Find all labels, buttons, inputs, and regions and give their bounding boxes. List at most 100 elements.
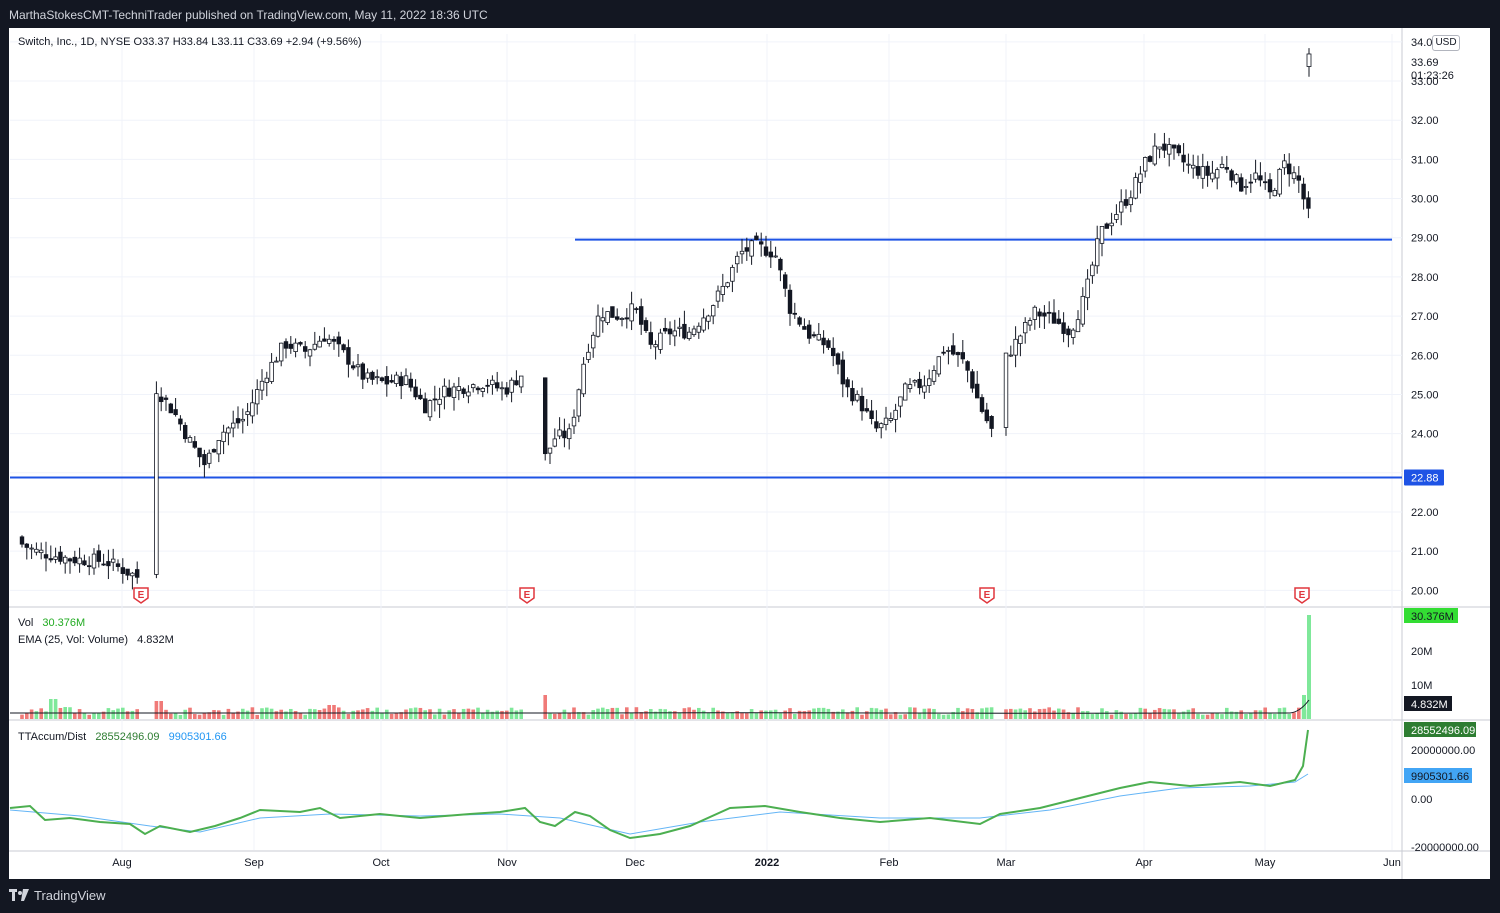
ema-label[interactable]: EMA (25, Vol: Volume) xyxy=(18,634,129,646)
candle-body xyxy=(130,572,135,577)
candle-body xyxy=(586,351,591,360)
candle-body xyxy=(845,379,850,388)
candle-body xyxy=(1253,172,1258,180)
volume-bar xyxy=(481,712,485,719)
candle-body xyxy=(874,421,879,429)
volume-bar xyxy=(903,714,907,719)
y-tick-label: 32.00 xyxy=(1411,115,1439,127)
candle-body xyxy=(624,317,629,320)
candle-body xyxy=(264,377,269,383)
volume-bar xyxy=(1167,709,1171,719)
candle-body xyxy=(696,325,701,333)
volume-bar xyxy=(941,714,946,719)
volume-bar xyxy=(370,710,375,719)
volume-bar xyxy=(802,711,807,719)
volume-bar xyxy=(543,695,547,719)
volume-bar xyxy=(980,708,984,719)
volume-bar xyxy=(514,710,519,719)
candle-body xyxy=(1267,179,1273,193)
candle-body xyxy=(629,303,634,322)
volume-bar xyxy=(769,710,773,719)
candle-body xyxy=(1104,223,1109,229)
volume-bar xyxy=(740,712,744,719)
volume-bar xyxy=(20,714,24,719)
volume-bar xyxy=(404,709,408,719)
volume-bar xyxy=(1037,709,1042,719)
volume-bar xyxy=(351,710,355,719)
volume-bar xyxy=(649,709,653,719)
volume-bar xyxy=(226,708,231,719)
candle-body xyxy=(19,536,25,545)
candle-body xyxy=(91,553,97,569)
candle-body xyxy=(898,396,903,407)
y-tick-label: 22.00 xyxy=(1411,507,1439,519)
volume-bar xyxy=(725,712,730,719)
candle-body xyxy=(519,375,524,388)
candle-body xyxy=(1215,169,1220,179)
candle-body xyxy=(567,428,572,440)
volume-bar xyxy=(437,708,442,719)
volume-bar xyxy=(874,708,879,719)
low-value: L33.11 xyxy=(211,36,245,48)
volume-bar xyxy=(553,713,557,719)
candle-body xyxy=(783,274,788,289)
volume-bar xyxy=(697,707,701,719)
volume-bar xyxy=(759,710,763,719)
accum-dist-line xyxy=(9,729,1309,840)
candle-body xyxy=(1205,165,1210,176)
candle-body xyxy=(1056,318,1061,324)
earnings-marker-label: E xyxy=(138,590,145,601)
vol-label[interactable]: Vol xyxy=(18,617,34,629)
volume-bar xyxy=(29,709,34,719)
volume-bar xyxy=(1153,709,1157,719)
candle-body xyxy=(1224,167,1229,170)
candle-body xyxy=(691,328,697,336)
volume-bar xyxy=(701,710,706,719)
candle-body xyxy=(811,334,817,337)
volume-bar xyxy=(1210,713,1215,719)
volume-bar xyxy=(735,711,739,719)
candle-body xyxy=(1128,197,1133,206)
volume-bar xyxy=(332,705,336,719)
candle-body xyxy=(1248,181,1253,184)
volume-bar xyxy=(130,710,135,719)
volume-bar xyxy=(1057,708,1061,719)
volume-bar xyxy=(869,707,874,719)
volume-bar xyxy=(884,708,888,719)
volume-bar xyxy=(1071,712,1075,719)
volume-bar xyxy=(1124,713,1128,719)
volume-bar xyxy=(898,714,903,719)
candle-body xyxy=(154,393,159,575)
candle-body xyxy=(101,563,106,566)
indicator-name[interactable]: TTAccum/Dist xyxy=(18,731,87,743)
candle-body xyxy=(1032,306,1037,320)
volume-bar xyxy=(850,710,855,719)
earnings-marker-icon xyxy=(979,587,995,604)
currency-button[interactable]: USD xyxy=(1432,35,1460,51)
volume-bar xyxy=(260,708,264,719)
price-legend: Switch, Inc., 1D, NYSE O33.37 H33.84 L33… xyxy=(18,36,362,48)
volume-bar xyxy=(313,709,317,719)
volume-bar xyxy=(1268,712,1272,719)
countdown-label: 01:23:26 xyxy=(1411,70,1454,82)
volume-bar xyxy=(255,714,259,719)
volume-bar xyxy=(821,707,826,719)
volume-bar xyxy=(279,709,283,719)
indicator-tick-label: 20000000.00 xyxy=(1411,745,1475,757)
volume-bar xyxy=(1085,710,1090,719)
candle-body xyxy=(211,449,217,453)
candle-body xyxy=(831,347,836,357)
volume-bar xyxy=(164,709,168,719)
volume-bar xyxy=(212,709,216,719)
volume-bar xyxy=(557,712,562,719)
candle-body xyxy=(1239,177,1244,192)
symbol-label[interactable]: Switch, Inc., 1D, NYSE xyxy=(18,36,131,48)
candle-body xyxy=(778,258,783,271)
volume-bar xyxy=(169,713,173,719)
candle-body xyxy=(931,370,937,382)
volume-bar xyxy=(620,714,624,719)
y-tick-label: 34.00 xyxy=(1411,37,1439,49)
volume-bar xyxy=(812,708,816,719)
volume-bar xyxy=(519,709,523,719)
